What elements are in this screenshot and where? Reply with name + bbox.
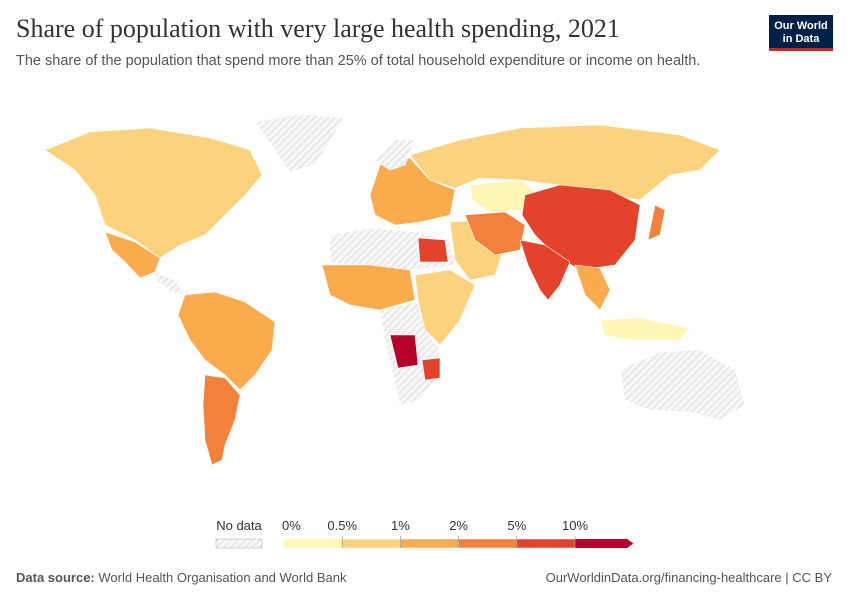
countries [44,113,746,466]
legend-swatch [516,538,576,549]
mexico [104,231,161,279]
russia [409,124,721,201]
legend-swatch [341,538,401,549]
central-america [154,271,186,296]
title: Share of population with very large heal… [16,14,620,43]
iran-afghanistan [464,211,526,256]
source: Data source: World Health Organisation a… [16,570,346,585]
url[interactable]: OurWorldinData.org/financing-healthcare … [545,570,832,585]
east-africa [414,269,476,346]
legend-swatch [458,538,518,549]
source-label: Data source: [16,570,95,585]
legend-tick-label: 0.5% [327,518,357,533]
legend-tick-label: 2% [449,518,468,533]
legend-swatch [575,539,634,548]
legend-tick-label: 0% [282,518,301,533]
india [519,239,571,301]
legend-tick-label: 5% [507,518,526,533]
west-africa [321,264,416,311]
subtitle: The share of the population that spend m… [16,53,701,69]
angola [389,334,419,369]
south-america-south [202,374,241,466]
legend-tick-label: 1% [391,518,410,533]
zimbabwe [421,357,441,381]
scandinavia [374,139,416,171]
logo-line: Our World [774,20,828,32]
southeast-asia [574,264,611,311]
no-data-label: No data [216,518,262,533]
south-america-north [177,291,276,391]
north-america [44,127,263,259]
egypt [417,237,449,263]
greenland [254,113,346,173]
legend-tick-label: 10% [562,518,588,533]
no-data-swatch [215,538,263,549]
china [521,184,641,271]
source-text: World Health Organisation and World Bank [98,570,347,585]
logo-line: in Data [782,33,820,45]
legend-swatch [283,538,343,549]
japan [647,204,666,241]
logo[interactable]: Our World in Data [769,15,833,51]
legend-swatch [400,538,459,549]
europe [369,157,456,226]
indonesia [599,317,691,341]
australia [619,349,746,421]
